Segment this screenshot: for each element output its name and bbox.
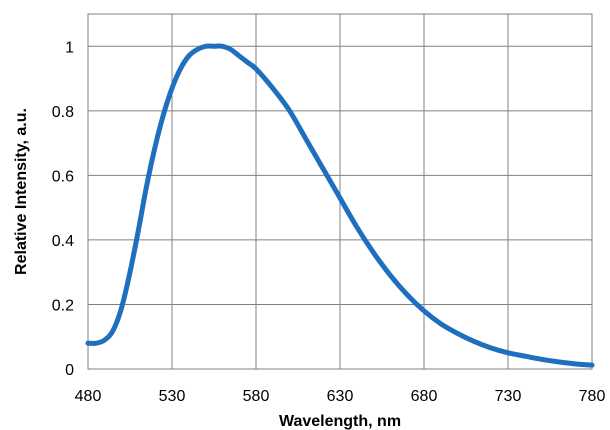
y-tick-label: 0.6 — [52, 168, 74, 185]
y-axis-title: Relative Intensity, a.u. — [13, 108, 30, 275]
x-axis-title: Wavelength, nm — [279, 413, 401, 430]
y-tick-label: 1 — [65, 39, 74, 56]
grid-lines — [87, 14, 593, 370]
x-tick-label: 630 — [327, 388, 354, 405]
plot-area-frame — [87, 13, 593, 370]
x-tick-label: 580 — [243, 388, 270, 405]
y-tick-label: 0.4 — [52, 233, 74, 250]
y-axis-tick-labels: 0 0.2 0.4 0.6 0.8 1 — [52, 39, 74, 379]
x-tick-label: 780 — [579, 388, 606, 405]
series-line — [85, 43, 595, 368]
y-tick-label: 0.2 — [52, 297, 74, 314]
x-tick-label: 730 — [495, 388, 522, 405]
x-tick-label: 480 — [75, 388, 102, 405]
x-axis-tick-labels: 480 530 580 630 680 730 780 — [75, 388, 606, 405]
x-tick-label: 530 — [159, 388, 186, 405]
x-tick-label: 680 — [411, 388, 438, 405]
y-tick-label: 0.8 — [52, 104, 74, 121]
y-tick-label: 0 — [65, 362, 74, 379]
